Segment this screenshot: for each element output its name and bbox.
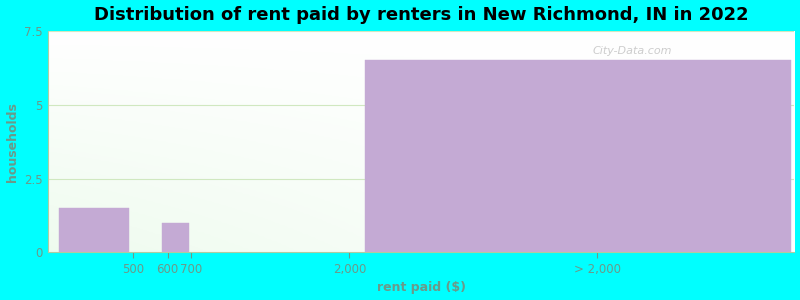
- Bar: [59, 208, 129, 253]
- Title: Distribution of rent paid by renters in New Richmond, IN in 2022: Distribution of rent paid by renters in …: [94, 6, 748, 24]
- X-axis label: rent paid ($): rent paid ($): [377, 281, 466, 294]
- Text: City-Data.com: City-Data.com: [593, 46, 672, 56]
- Bar: [162, 223, 189, 253]
- Bar: [365, 60, 790, 253]
- Y-axis label: households: households: [6, 102, 18, 182]
